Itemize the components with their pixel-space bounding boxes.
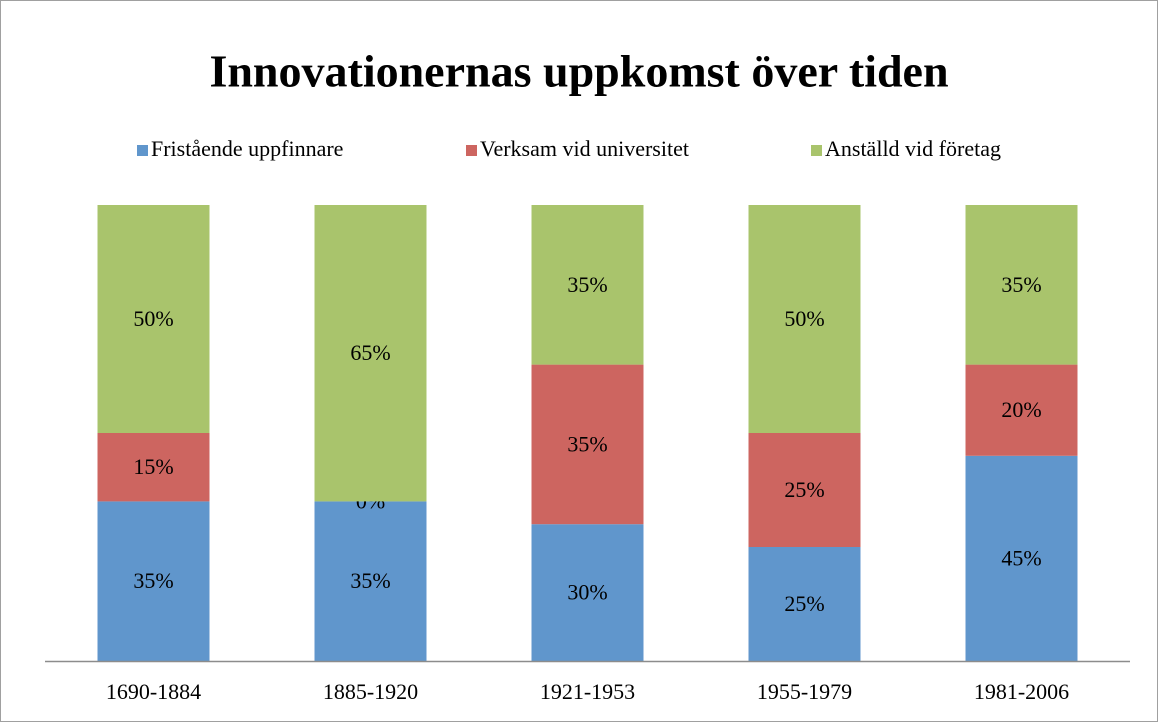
x-tick-label: 1885-1920 — [323, 679, 418, 704]
x-tick-label: 1690-1884 — [106, 679, 201, 704]
bar-segment — [97, 501, 210, 661]
bar-segment — [531, 524, 644, 661]
bar-segment — [97, 433, 210, 502]
bar-segment — [965, 364, 1078, 456]
bar-segment — [531, 364, 644, 525]
data-label: 50% — [133, 306, 173, 331]
legend-swatch — [811, 145, 822, 156]
data-label: 35% — [567, 272, 607, 297]
legend-label: Anställd vid företag — [825, 136, 1001, 161]
bar-segment — [748, 547, 861, 661]
x-tick-label: 1921-1953 — [540, 679, 635, 704]
bar-segment — [314, 501, 427, 661]
legend-label: Fristående uppfinnare — [151, 136, 343, 161]
data-label: 35% — [133, 568, 173, 593]
bar-segment — [314, 205, 427, 502]
chart-title: Innovationernas uppkomst över tiden — [209, 46, 948, 97]
legend-swatch — [466, 145, 477, 156]
bar-segment — [965, 455, 1078, 661]
bar-segment — [748, 205, 861, 433]
data-label: 35% — [1001, 272, 1041, 297]
data-label: 20% — [1001, 397, 1041, 422]
bar-segment — [97, 205, 210, 433]
legend-swatch — [137, 145, 148, 156]
legend-label: Verksam vid universitet — [480, 136, 689, 161]
data-label: 45% — [1001, 545, 1041, 570]
data-label: 35% — [567, 431, 607, 456]
bar-segment — [531, 205, 644, 365]
data-label: 30% — [567, 580, 607, 605]
data-label: 25% — [784, 477, 824, 502]
data-label: 50% — [784, 306, 824, 331]
data-label: 25% — [784, 591, 824, 616]
bar-segment — [748, 433, 861, 547]
data-label: 15% — [133, 454, 173, 479]
x-tick-label: 1981-2006 — [974, 679, 1069, 704]
data-label: 65% — [350, 340, 390, 365]
data-label: 35% — [350, 568, 390, 593]
x-tick-label: 1955-1979 — [757, 679, 852, 704]
bar-segment — [965, 205, 1078, 365]
